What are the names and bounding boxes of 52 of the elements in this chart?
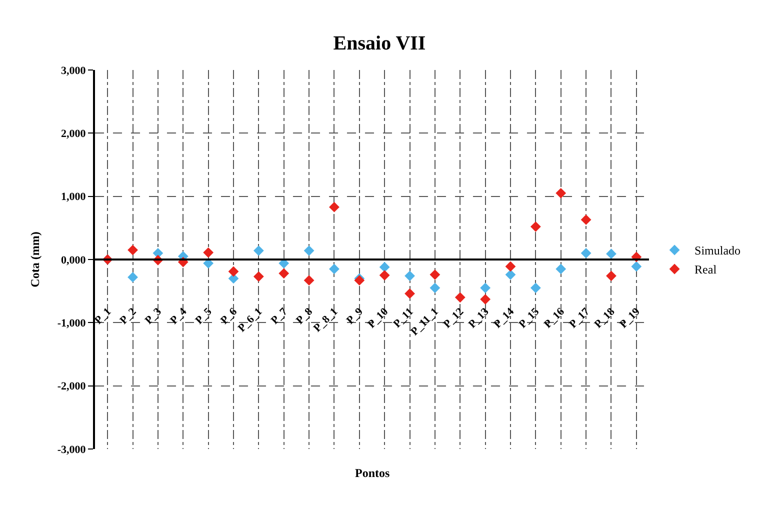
- x-tick-label: P_5: [193, 305, 215, 327]
- point: [430, 282, 440, 294]
- point: [556, 264, 566, 274]
- point: [530, 221, 541, 232]
- y-tick-label: -1,000: [57, 318, 86, 330]
- point: [329, 264, 340, 274]
- chart-title: Ensaio VII: [333, 32, 426, 55]
- x-tick-label: P_3: [142, 305, 164, 327]
- point: [480, 282, 491, 294]
- point: [454, 292, 466, 303]
- y-tick-label: 0,000: [61, 254, 86, 266]
- point: [404, 288, 415, 299]
- x-tick-label: P_7: [268, 305, 290, 327]
- point: [404, 270, 415, 282]
- point: [304, 275, 314, 286]
- point: [203, 247, 214, 258]
- point: [505, 261, 516, 272]
- x-tick-label: P_1: [92, 306, 114, 327]
- point: [128, 244, 138, 256]
- point: [329, 202, 340, 212]
- x-tick-label: P_4: [168, 305, 190, 327]
- point: [253, 271, 264, 282]
- point: [228, 266, 239, 277]
- legend-label: Real: [694, 262, 718, 277]
- legend-label: Simulado: [694, 244, 741, 258]
- point: [278, 268, 290, 279]
- point: [580, 248, 592, 258]
- x-axis-title: Pontos: [355, 466, 390, 480]
- point: [631, 261, 642, 272]
- point: [379, 262, 390, 272]
- y-tick-label: -3,000: [57, 444, 86, 456]
- point: [203, 258, 214, 268]
- point: [430, 269, 440, 280]
- y-tick-label: 2,000: [61, 128, 86, 140]
- point: [278, 258, 290, 268]
- point: [530, 282, 541, 294]
- y-tick-label: 3,000: [61, 64, 86, 77]
- x-tick-label: P_9: [344, 305, 366, 327]
- point: [606, 248, 616, 260]
- y-axis-title: Cota (mm): [28, 232, 42, 288]
- point: [505, 269, 516, 280]
- point: [304, 245, 314, 256]
- point: [253, 245, 264, 256]
- x-tick-label: P_2: [118, 305, 140, 327]
- point: [128, 272, 138, 282]
- point: [379, 270, 390, 280]
- point: [556, 188, 566, 198]
- y-tick-label: 1,000: [61, 191, 86, 204]
- point: [606, 270, 616, 282]
- y-tick-label: -2,000: [57, 380, 86, 393]
- point: [580, 214, 592, 225]
- point: [480, 294, 491, 304]
